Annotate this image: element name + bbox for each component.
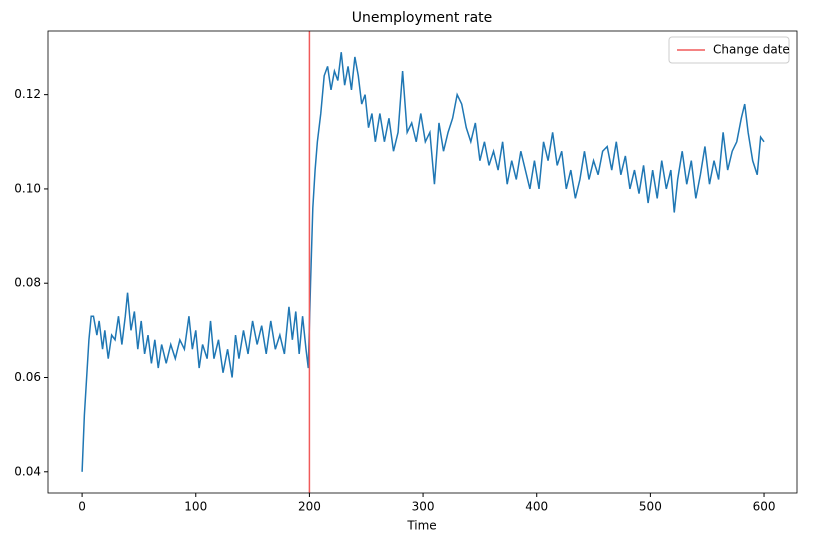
y-tick-label: 0.04 [14,464,41,478]
x-tick-label: 500 [639,500,662,514]
x-tick-label: 0 [78,500,86,514]
x-axis-label: Time [406,519,436,533]
chart-title: Unemployment rate [352,10,493,26]
y-tick-label: 0.10 [14,181,41,195]
x-tick-label: 100 [184,500,207,514]
axes-frame [47,30,798,494]
x-tick-label: 200 [298,500,321,514]
y-tick-label: 0.06 [14,370,41,384]
legend-box [668,36,790,64]
x-tick-label: 400 [525,500,548,514]
y-tick-label: 0.12 [14,87,41,101]
y-tick-label: 0.08 [14,276,41,290]
x-tick-label: 300 [412,500,435,514]
legend-label: Change date [713,43,790,57]
series-line [81,52,765,472]
x-tick-label: 600 [753,500,776,514]
